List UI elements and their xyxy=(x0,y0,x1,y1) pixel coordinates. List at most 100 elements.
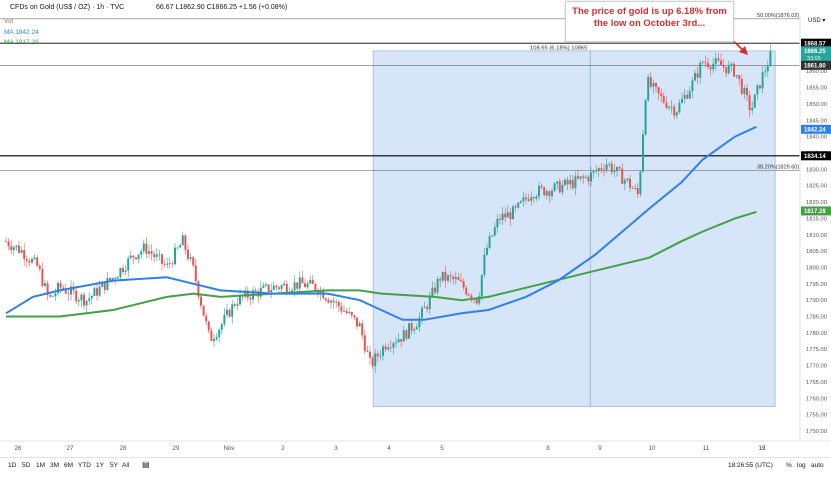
ma-blue-line[interactable] xyxy=(5,125,757,321)
candle-body xyxy=(717,58,720,61)
badge-1861[interactable]: 1861.80 xyxy=(804,64,826,70)
candle-body xyxy=(408,323,410,339)
candle-body xyxy=(748,95,751,111)
candle-body xyxy=(176,247,179,249)
clock-readout[interactable]: 18:26:55 (UTC) xyxy=(728,462,773,469)
candle-body xyxy=(439,278,442,281)
tf-ytd[interactable]: YTD xyxy=(78,462,91,469)
candle-body xyxy=(148,251,150,254)
calendar-icon[interactable]: ▤ xyxy=(142,460,150,469)
candle-body xyxy=(311,279,314,284)
badge-1868-bg xyxy=(801,38,831,48)
candle-body xyxy=(41,268,44,286)
candle-body xyxy=(83,294,85,306)
badge-ma-green-bg xyxy=(801,206,831,216)
candle-body xyxy=(361,323,364,336)
tf-5d[interactable]: 5D xyxy=(22,462,31,469)
currency-label[interactable]: USD ▾ xyxy=(808,18,825,24)
ma-green-legend[interactable]: MA 1817.28 xyxy=(4,39,39,46)
candle-body xyxy=(376,353,379,357)
tf-1y[interactable]: 1Y xyxy=(96,462,104,469)
candle-body xyxy=(335,301,338,303)
candle-body xyxy=(168,263,171,265)
badge-ma-blue[interactable]: 1842.24 xyxy=(804,128,826,134)
time-tick-label: Nov xyxy=(223,445,235,452)
candle-body xyxy=(532,197,535,199)
candle-body xyxy=(701,61,704,63)
badge-1834[interactable]: 1834.14 xyxy=(804,154,826,160)
candle-body xyxy=(434,287,436,293)
candle-body xyxy=(566,179,569,185)
candle-body xyxy=(478,296,481,304)
candle-body xyxy=(457,277,460,281)
candle-body xyxy=(109,277,111,281)
price-tick-label: 1770.00 xyxy=(806,364,827,370)
badge-countdown: 33:05 xyxy=(807,56,821,62)
price-tick-label: 1850.00 xyxy=(806,102,827,108)
tf-3m[interactable]: 3M xyxy=(50,462,60,469)
candle-body xyxy=(75,290,78,302)
ma-blue-legend[interactable]: MA 1842.24 xyxy=(4,29,39,36)
ma-green-line[interactable] xyxy=(6,210,757,318)
tf-6m[interactable]: 6M xyxy=(64,462,74,469)
candle-body xyxy=(675,112,678,116)
candle-body xyxy=(678,102,681,113)
candle-body xyxy=(652,83,655,87)
candle-body xyxy=(642,134,644,172)
fib-50-label: 50.00%(1876.02) xyxy=(757,13,799,19)
candle-body xyxy=(80,294,83,301)
candle-body xyxy=(449,275,452,277)
candle-body xyxy=(608,163,611,165)
tf-1d[interactable]: 1D xyxy=(8,462,17,469)
candle-body xyxy=(23,250,26,260)
candle-body xyxy=(187,249,189,259)
candle-body xyxy=(150,251,153,255)
log-toggle[interactable]: log xyxy=(797,462,806,469)
candle-body xyxy=(379,355,382,357)
symbol-title[interactable]: CFDs on Gold (US$ / OZ) · 1h · TVC xyxy=(10,4,125,11)
candle-body xyxy=(205,315,208,322)
candle-body xyxy=(569,180,572,185)
callout-arrow-head xyxy=(739,46,748,55)
tf-5y[interactable]: 5Y xyxy=(110,462,118,469)
volume-label: Vol xyxy=(4,18,14,25)
badge-ma-green[interactable]: 1817.28 xyxy=(804,209,826,215)
candle-body xyxy=(231,304,234,317)
candle-body xyxy=(265,284,267,286)
auto-toggle[interactable]: auto xyxy=(811,462,824,469)
candle-body xyxy=(428,296,431,310)
price-tick-label: 1840.00 xyxy=(806,135,827,141)
candle-body xyxy=(714,58,717,64)
candle-body xyxy=(155,254,158,258)
price-tick-label: 1860.00 xyxy=(806,69,827,75)
badge-price[interactable]: 1866.25 xyxy=(804,49,826,55)
candle-body xyxy=(626,178,629,181)
candle-body xyxy=(738,75,741,79)
candle-body xyxy=(662,96,665,103)
candle-body xyxy=(337,301,340,307)
candle-body xyxy=(7,241,10,247)
candle-body xyxy=(418,317,421,328)
percent-toggle[interactable]: % xyxy=(786,462,792,469)
candle-body xyxy=(98,286,101,296)
price-tick-label: 1855.00 xyxy=(806,86,827,92)
candle-body xyxy=(538,185,540,197)
candle-body xyxy=(540,185,543,188)
candle-body xyxy=(454,277,457,280)
badge-ma-blue-bg xyxy=(801,124,831,134)
price-tick-label: 1765.00 xyxy=(806,380,827,386)
candle-body xyxy=(387,347,390,350)
candle-body xyxy=(673,106,676,116)
tf-all[interactable]: All xyxy=(122,462,130,469)
candle-body xyxy=(493,227,496,236)
price-tick-label: 1815.00 xyxy=(806,216,827,222)
candle-body xyxy=(233,304,236,306)
badge-1868[interactable]: 1868.57 xyxy=(804,41,826,47)
tf-1m[interactable]: 1M xyxy=(36,462,46,469)
candle-body xyxy=(142,243,145,252)
measure-box[interactable] xyxy=(372,50,776,407)
candle-body xyxy=(746,87,748,96)
candle-body xyxy=(444,271,447,281)
